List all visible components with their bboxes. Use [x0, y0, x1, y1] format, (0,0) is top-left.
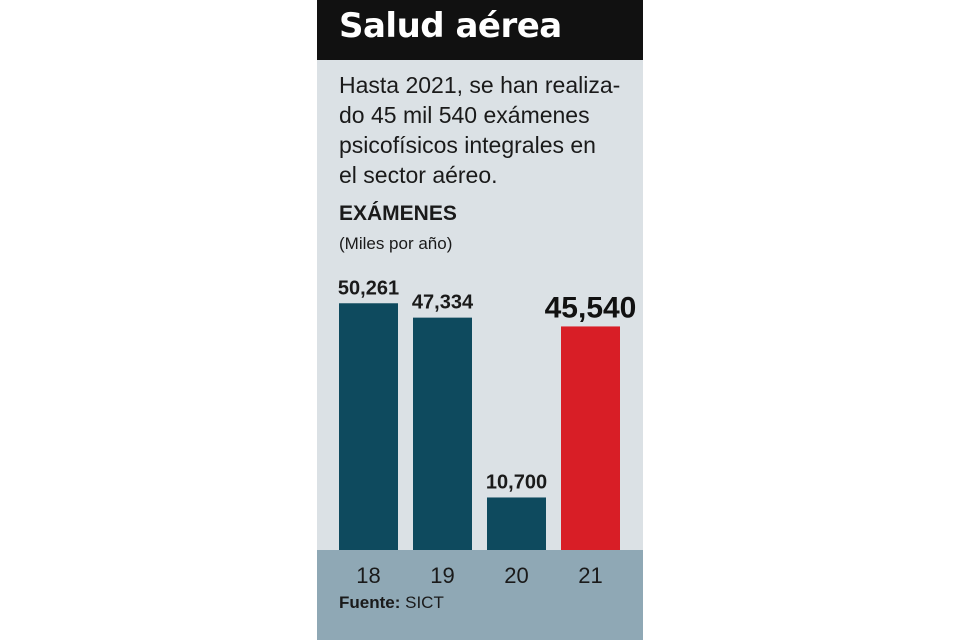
description-line: psicofísicos integrales en [339, 132, 596, 158]
axis-band [317, 550, 643, 640]
description-line: do 45 mil 540 exámenes [339, 102, 590, 128]
bar-19 [413, 317, 472, 550]
value-label-21: 45,540 [545, 291, 637, 324]
x-tick-18: 18 [356, 563, 380, 588]
description: Hasta 2021, se han realiza- do 45 mil 54… [339, 70, 639, 190]
x-tick-19: 19 [430, 563, 454, 588]
value-label-20: 10,700 [486, 471, 547, 493]
source-value: SICT [405, 593, 444, 612]
description-line: el sector aéreo. [339, 162, 498, 188]
description-line: Hasta 2021, se han realiza- [339, 72, 621, 98]
value-label-18: 50,261 [338, 277, 399, 299]
bar-18 [339, 303, 398, 550]
bar-chart: 50,261 18 47,334 19 10,700 20 45,540 21 [338, 277, 637, 588]
x-tick-20: 20 [504, 563, 528, 588]
x-tick-21: 21 [578, 563, 602, 588]
value-label-19: 47,334 [412, 292, 474, 314]
source-note: Fuente: SICT [339, 593, 444, 613]
header-bar: Salud aérea [317, 0, 643, 60]
infographic-title: Salud aérea [339, 6, 562, 46]
chart-subtitle: (Miles por año) [339, 234, 453, 253]
source-label: Fuente: [339, 593, 401, 612]
chart-title: EXÁMENES [339, 202, 457, 225]
infographic-panel: Salud aérea Hasta 2021, se han realiza- … [317, 0, 643, 640]
bar-21 [561, 326, 620, 550]
bar-20 [487, 497, 546, 550]
